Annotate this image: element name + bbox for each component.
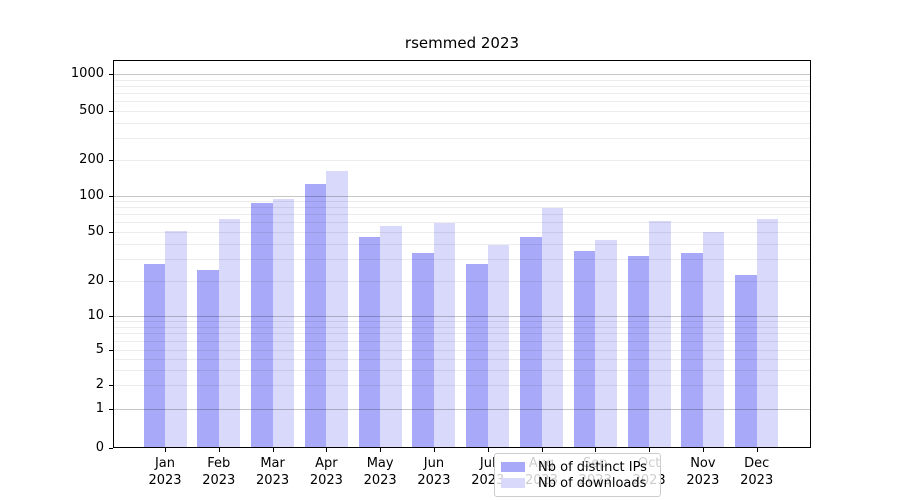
y-tick-label: 1 (95, 401, 104, 416)
y-tick-label: 100 (79, 188, 104, 203)
y-tick-mark (109, 110, 113, 112)
x-tick-label: Feb 2023 (202, 456, 236, 488)
bar-downloads-oct (649, 221, 671, 447)
y-tick-label: 10 (87, 308, 104, 323)
y-tick-mark (109, 448, 113, 449)
bar-distinct-ips-jun (412, 252, 434, 447)
x-tick-label: Dec 2023 (740, 456, 774, 488)
bar-distinct-ips-may (358, 237, 381, 447)
legend-swatch-distinct-ips (501, 462, 525, 472)
x-tick-mark (272, 448, 274, 452)
x-tick-mark (218, 448, 220, 452)
bar-distinct-ips-oct (627, 256, 650, 447)
x-tick-mark (487, 448, 489, 452)
legend-label-downloads: Nb of downloads (538, 475, 647, 491)
x-tick-label: May 2023 (363, 456, 397, 488)
y-tick-mark (109, 281, 113, 282)
bar-downloads-jan (165, 230, 187, 447)
x-tick-label: Apr 2023 (309, 456, 343, 488)
bar-downloads-mar (272, 198, 295, 447)
bar-distinct-ips-mar (251, 202, 273, 447)
y-tick-label: 20 (87, 273, 104, 288)
y-tick-label: 5 (95, 342, 104, 357)
bar-distinct-ips-apr (304, 184, 327, 447)
bar-downloads-jun (433, 222, 456, 447)
y-tick-label: 0 (95, 440, 104, 455)
x-tick-mark (595, 448, 597, 452)
legend: Nb of distinct IPs Nb of downloads (494, 453, 661, 497)
y-tick-mark (109, 409, 113, 410)
x-tick-label: Nov 2023 (686, 456, 720, 488)
bar-distinct-ips-jul (466, 263, 488, 447)
x-tick-mark (380, 448, 382, 452)
x-tick-mark (541, 448, 543, 452)
y-tick-mark (109, 160, 113, 161)
y-tick-mark (109, 350, 113, 351)
x-tick-mark (165, 448, 166, 452)
bar-downloads-apr (326, 171, 348, 447)
bar-downloads-jul (487, 245, 510, 447)
legend-row-downloads: Nb of downloads (501, 476, 652, 491)
bar-downloads-aug (541, 207, 564, 447)
bar-distinct-ips-nov (681, 252, 703, 447)
bar-distinct-ips-dec (735, 274, 757, 447)
x-tick-mark (649, 448, 651, 452)
y-tick-mark (109, 385, 113, 386)
x-tick-mark (433, 448, 435, 452)
y-tick-mark (109, 196, 113, 197)
bar-distinct-ips-jan (143, 263, 165, 447)
bar-distinct-ips-sep (573, 251, 596, 447)
bar-downloads-may (380, 225, 402, 447)
bar-downloads-feb (218, 219, 241, 447)
x-tick-label: Mar 2023 (256, 456, 290, 488)
y-tick-label: 1000 (70, 66, 104, 81)
x-tick-label: Jun 2023 (417, 456, 451, 488)
y-tick-mark (109, 231, 113, 233)
plot-area: Nb of distinct IPs Nb of downloads (113, 60, 811, 497)
y-tick-label: 200 (79, 152, 104, 167)
legend-swatch-downloads (501, 478, 525, 488)
y-tick-label: 500 (79, 102, 104, 118)
chart-title: rsemmed 2023 (404, 34, 520, 52)
bar-downloads-nov (702, 231, 725, 447)
x-tick-label: Jan 2023 (148, 456, 182, 488)
legend-row-distinct-ips: Nb of distinct IPs (501, 460, 652, 475)
x-tick-mark (756, 448, 758, 452)
bars-layer (114, 61, 810, 447)
y-tick-mark (109, 316, 113, 317)
bar-downloads-sep (595, 239, 617, 447)
bar-distinct-ips-aug (520, 237, 542, 447)
y-tick-mark (109, 74, 113, 75)
x-tick-mark (702, 448, 704, 452)
bar-downloads-dec (756, 219, 779, 447)
bar-distinct-ips-feb (197, 270, 219, 447)
legend-label-distinct-ips: Nb of distinct IPs (538, 459, 647, 475)
x-tick-mark (326, 448, 328, 452)
y-tick-label: 2 (95, 377, 104, 392)
y-tick-label: 50 (87, 223, 104, 239)
